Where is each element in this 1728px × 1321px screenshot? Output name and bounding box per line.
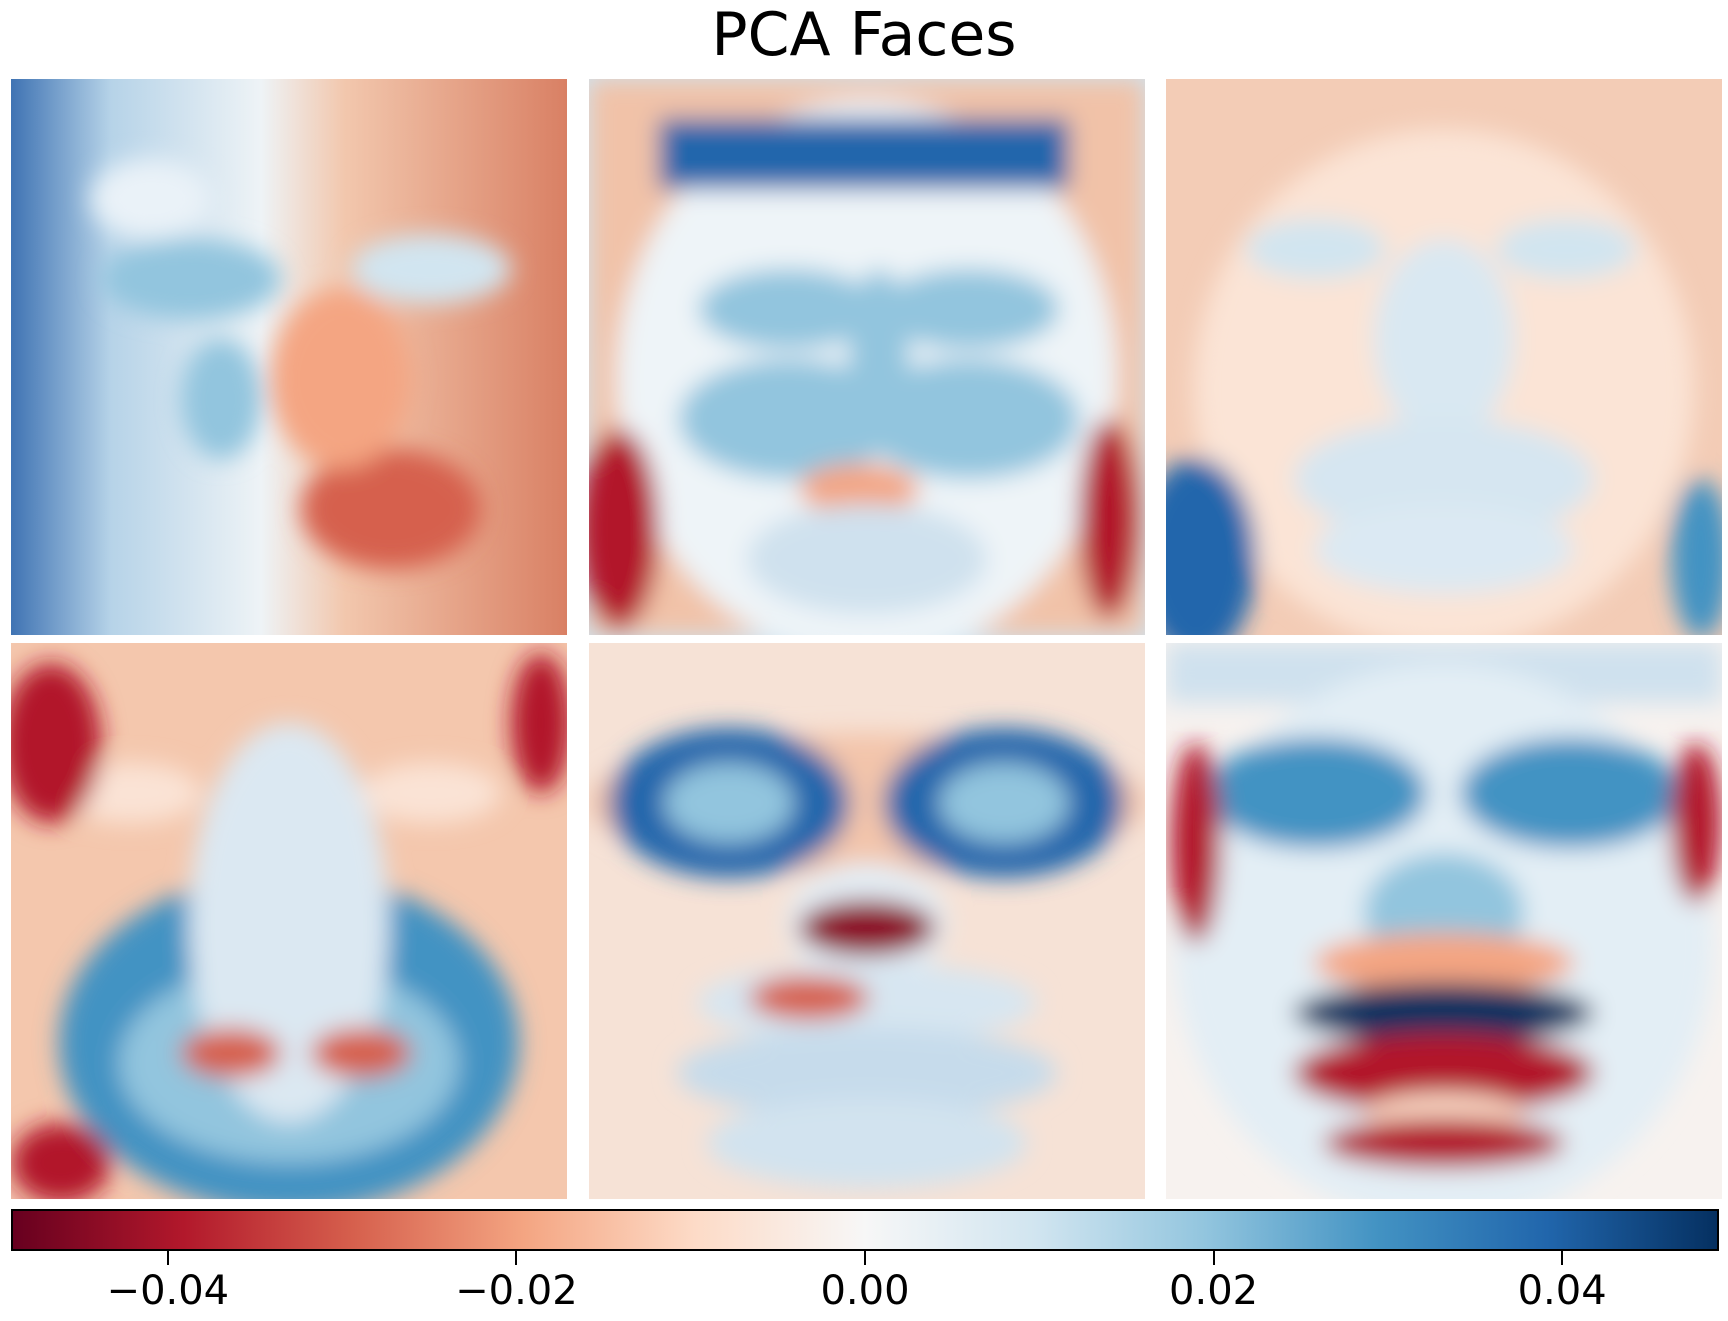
pca-face-panel-6 (1166, 643, 1722, 1199)
chart-title: PCA Faces (711, 0, 1017, 70)
colorbar-tick (515, 1251, 518, 1265)
colorbar-tick-label: −0.04 (106, 1268, 230, 1314)
colorbar-tick-label: 0.02 (1169, 1268, 1259, 1314)
pca-face-panel-1 (11, 79, 567, 635)
pca-face-panel-4 (11, 643, 567, 1199)
colorbar-tick-label: −0.02 (455, 1268, 578, 1314)
eigenface-image (589, 79, 1145, 635)
eigenface-image (1166, 79, 1722, 635)
colorbar-tick (1212, 1251, 1215, 1265)
eigenface-image (11, 79, 567, 635)
pca-face-panel-5 (589, 643, 1145, 1199)
eigenface-image (1166, 643, 1722, 1199)
eigenface-image (11, 643, 567, 1199)
colorbar-tick-label: 0.00 (820, 1268, 910, 1314)
colorbar (11, 1209, 1719, 1251)
pca-face-panel-3 (1166, 79, 1722, 635)
pca-face-panel-2 (589, 79, 1145, 635)
colorbar-tick (166, 1251, 169, 1265)
eigenface-image (589, 643, 1145, 1199)
colorbar-tick (1561, 1251, 1564, 1265)
colorbar-tick-label: 0.04 (1517, 1268, 1607, 1314)
colorbar-tick (864, 1251, 866, 1265)
